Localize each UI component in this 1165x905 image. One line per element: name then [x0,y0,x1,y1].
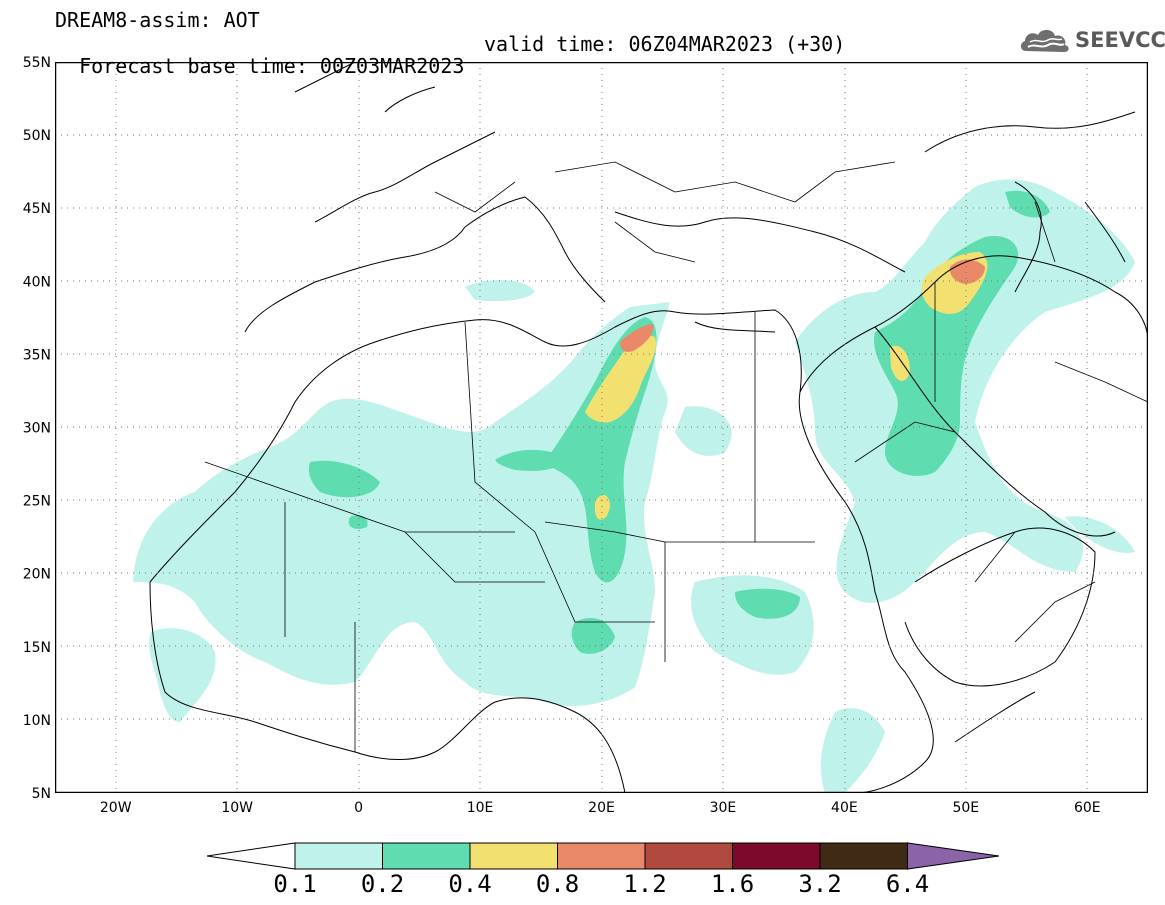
forecast-times: Forecast base time: 00Z03MAR2023 valid t… [55,33,845,99]
coastlines [149,62,1148,793]
chart-title: DREAM8-assim: AOT [55,8,260,32]
aot-map [55,62,1148,793]
colorbar-swatch [732,842,821,870]
aot-band-0.1 [133,179,1135,793]
logo-text: SEEVCCC [1075,28,1165,52]
lat-tick-label: 35N [23,347,51,363]
cloud-logo-icon [1020,29,1069,52]
colorbar-swatch [644,842,733,870]
colorbar-under-arrow [207,842,296,870]
colorbar-label: 1.2 [623,870,667,898]
colorbar-swatch [819,842,908,870]
lat-tick-label: 55N [23,55,51,71]
colorbar-label: 3.2 [798,870,842,898]
lon-tick-label: 0 [354,800,363,816]
colorbar-label: 0.1 [273,870,317,898]
lat-tick-label: 30N [23,421,51,437]
lon-tick-label: 10E [467,800,494,816]
lat-tick-label: 5N [32,786,51,802]
colorbar-over-arrow [907,842,999,870]
lat-tick-label: 40N [23,274,51,290]
lon-tick-label: 30E [710,800,737,816]
colorbar-label: 6.4 [885,870,930,898]
colorbar-label: 0.2 [360,870,405,898]
lat-tick-label: 15N [23,640,51,656]
lat-tick-label: 25N [23,494,51,510]
colorbar-label: 0.8 [535,870,580,898]
colorbar-label: 1.6 [710,870,755,898]
graticule [55,62,1148,793]
lon-tick-label: 20W [100,800,132,816]
lon-tick-label: 20E [588,800,615,816]
lon-tick-label: 40E [831,800,858,816]
colorbar-swatch [469,842,558,870]
country-borders [204,161,1148,752]
lat-tick-label: 10N [23,713,51,729]
lat-tick-label: 50N [23,128,51,144]
valid-time: valid time: 06Z04MAR2023 (+30) [484,32,846,56]
colorbar-label: 0.4 [448,870,492,898]
lat-tick-label: 45N [23,201,51,217]
colorbar [207,842,999,870]
map-frame [55,62,1148,793]
colorbar-swatch [382,842,471,870]
seevccc-logo: SEEVCCC [1018,25,1165,55]
colorbar-swatch [557,842,646,870]
lon-tick-label: 10W [221,800,253,816]
lon-tick-label: 50E [952,800,979,816]
colorbar-swatch [294,842,383,870]
forecast-base-time: Forecast base time: 00Z03MAR2023 [79,54,465,78]
lat-tick-label: 20N [23,567,51,583]
lon-tick-label: 60E [1074,800,1101,816]
